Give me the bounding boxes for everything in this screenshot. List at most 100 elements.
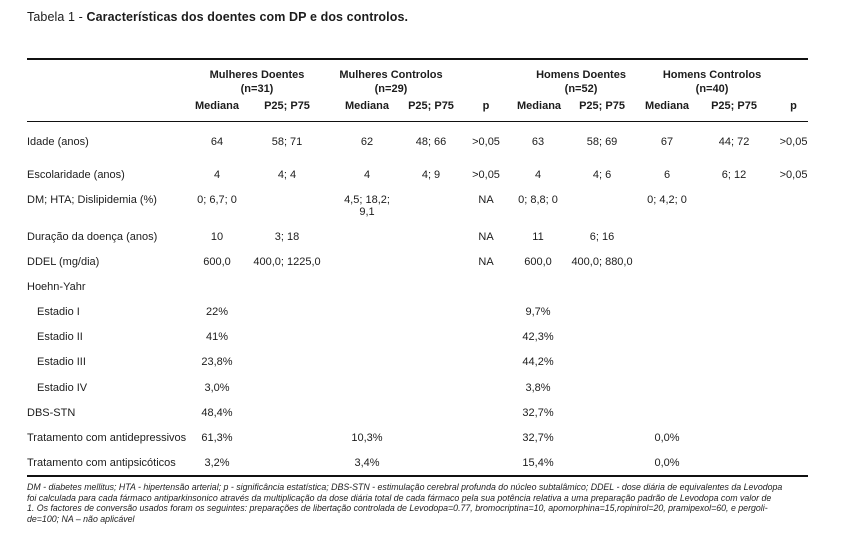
- data-cell: [689, 274, 779, 299]
- data-cell: 0,0%: [654, 431, 680, 444]
- data-cell: 4: [534, 168, 542, 181]
- data-cell: [455, 400, 517, 425]
- data-cell: 63: [531, 135, 545, 148]
- table-row-escolaridade: Escolaridade (anos) 4 4; 4 4 4; 9 >0,05 …: [27, 162, 808, 187]
- data-cell: [689, 450, 779, 476]
- data-cell: [407, 187, 455, 224]
- data-cell: 9,7%: [525, 306, 551, 319]
- data-cell: 600,0: [524, 256, 552, 269]
- table-row-estadio-4: Estadio IV 3,0% 3,8%: [27, 375, 808, 400]
- data-cell: [247, 450, 327, 476]
- data-cell: 48,4%: [201, 406, 233, 419]
- data-cell: 48; 66: [415, 135, 447, 148]
- data-cell: [645, 299, 689, 324]
- data-cell: [247, 324, 327, 349]
- data-cell: [407, 400, 455, 425]
- subheader-p: p: [790, 99, 797, 112]
- table-title-prefix: Tabela 1 -: [27, 10, 87, 24]
- row-label: Hoehn-Yahr: [27, 281, 86, 294]
- data-cell: [455, 274, 517, 299]
- data-cell: [559, 299, 645, 324]
- data-cell: [689, 400, 779, 425]
- row-label: Duração da doença (anos): [27, 230, 158, 243]
- data-cell: [455, 324, 517, 349]
- data-cell: >0,05: [779, 135, 808, 148]
- table-row-idade: Idade (anos) 64 58; 71 62 48; 66 >0,05 6…: [27, 121, 808, 162]
- data-cell: [779, 450, 808, 476]
- table-row-estadio-1: Estadio I 22% 9,7%: [27, 299, 808, 324]
- data-cell: 0; 8,8; 0: [518, 193, 558, 206]
- data-cell: 4,5; 18,2; 9,1: [344, 193, 390, 218]
- data-cell: [689, 349, 779, 374]
- header-spacer: [779, 59, 808, 97]
- header-spacer: [455, 59, 517, 97]
- table-footnote: DM - diabetes mellitus; HTA - hipertensã…: [27, 481, 783, 525]
- subheader-p25-p75: P25; P75: [579, 99, 625, 112]
- data-cell: 4; 4: [277, 168, 297, 181]
- data-cell: [559, 324, 645, 349]
- subheader-mediana: Mediana: [517, 99, 562, 112]
- data-cell: 400,0; 880,0: [571, 256, 633, 269]
- data-cell: [779, 425, 808, 450]
- data-cell: [779, 249, 808, 274]
- data-cell: [645, 324, 689, 349]
- data-cell: 400,0; 1225,0: [253, 256, 321, 269]
- data-cell: [689, 324, 779, 349]
- data-cell: 4; 6: [592, 168, 612, 181]
- data-cell: [407, 299, 455, 324]
- data-cell: 41%: [205, 331, 229, 344]
- data-cell: 3,4%: [354, 456, 380, 469]
- row-label: Idade (anos): [27, 135, 89, 148]
- data-cell: >0,05: [472, 168, 500, 181]
- data-cell: NA: [478, 256, 494, 269]
- data-cell: [559, 425, 645, 450]
- data-cell: 3,2%: [204, 456, 230, 469]
- data-cell: 32,7%: [522, 431, 554, 444]
- data-cell: [247, 425, 327, 450]
- data-cell: 62: [360, 135, 374, 148]
- data-cell: [559, 400, 645, 425]
- data-cell: >0,05: [472, 135, 500, 148]
- data-cell: [779, 324, 808, 349]
- table-title-text: Características dos doentes com DP e dos…: [86, 10, 409, 24]
- subheader-mediana: Mediana: [344, 99, 389, 112]
- data-cell: [779, 224, 808, 249]
- subheader-row: Mediana P25; P75 Mediana P25; P75 p Medi…: [27, 97, 809, 122]
- table-row-estadio-2: Estadio II 41% 42,3%: [27, 324, 808, 349]
- data-cell: 3,0%: [204, 381, 230, 394]
- group-header-mulheres-doentes: Mulheres Doentes (n=31): [209, 69, 305, 96]
- data-cell: [645, 224, 689, 249]
- data-cell: [689, 249, 779, 274]
- data-cell: [559, 274, 645, 299]
- data-cell: 3; 18: [274, 230, 300, 243]
- data-cell: 10: [210, 230, 224, 243]
- data-cell: [689, 299, 779, 324]
- data-cell: [247, 187, 327, 224]
- data-cell: NA: [478, 230, 494, 243]
- data-cell: [455, 375, 517, 400]
- group-header-row: Mulheres Doentes (n=31) Mulheres Control…: [27, 59, 808, 97]
- table-row-dbs-stn: DBS-STN 48,4% 32,7%: [27, 400, 808, 425]
- data-cell: [779, 274, 808, 299]
- header-spacer: [27, 59, 187, 97]
- data-cell: [407, 349, 455, 374]
- data-cell: [645, 375, 689, 400]
- data-cell: 64: [210, 135, 224, 148]
- data-cell: [407, 425, 455, 450]
- data-cell: [645, 249, 689, 274]
- table-row-antidepressivos: Tratamento com antidepressivos 61,3% 10,…: [27, 425, 808, 450]
- data-cell: [689, 375, 779, 400]
- row-label: Estadio I: [37, 306, 80, 319]
- table-body: Idade (anos) 64 58; 71 62 48; 66 >0,05 6…: [27, 121, 809, 476]
- data-cell: [247, 375, 327, 400]
- data-cell: 4: [213, 168, 221, 181]
- data-cell: 23,8%: [201, 356, 233, 369]
- row-label: DM; HTA; Dislipidemia (%): [27, 193, 157, 206]
- data-cell: [779, 375, 808, 400]
- data-cell: [327, 349, 407, 374]
- data-cell: 44; 72: [718, 135, 750, 148]
- data-cell: [407, 274, 455, 299]
- data-cell: 58; 71: [271, 135, 303, 148]
- row-label: Tratamento com antidepressivos: [27, 431, 187, 444]
